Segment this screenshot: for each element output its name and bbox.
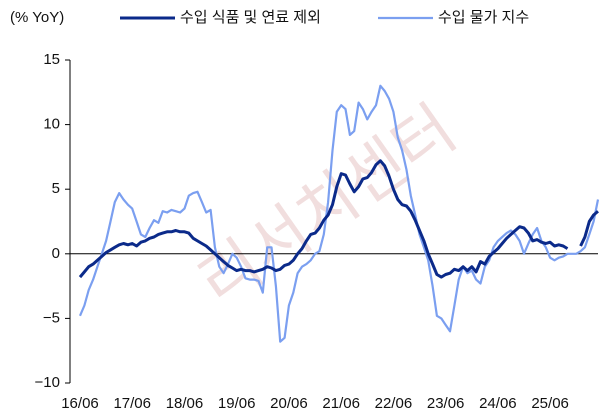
series-line bbox=[78, 84, 600, 343]
y-tick-label: 10 bbox=[43, 116, 60, 133]
x-tick-label: 22/06 bbox=[375, 395, 413, 412]
x-tick-label: 17/06 bbox=[113, 395, 151, 412]
series-line bbox=[78, 159, 599, 279]
y-tick-label: 15 bbox=[43, 51, 60, 68]
x-tick-label: 21/06 bbox=[322, 395, 360, 412]
y-tick-label: −10 bbox=[35, 374, 60, 391]
x-tick-label: 16/06 bbox=[61, 395, 99, 412]
x-tick-label: 24/06 bbox=[479, 395, 517, 412]
x-tick-label: 18/06 bbox=[166, 395, 204, 412]
y-tick-label: 0 bbox=[52, 245, 60, 262]
legend-label: 수입 물가 지수 bbox=[438, 9, 529, 26]
y-tick-label: 5 bbox=[52, 180, 60, 197]
x-tick-label: 19/06 bbox=[218, 395, 256, 412]
y-tick-label: −5 bbox=[43, 309, 60, 326]
legend-label: 수입 식품 및 연료 제외 bbox=[180, 9, 321, 26]
x-tick-label: 25/06 bbox=[531, 395, 569, 412]
x-tick-label: 23/06 bbox=[427, 395, 465, 412]
y-axis-label: (% YoY) bbox=[10, 9, 64, 26]
x-tick-label: 20/06 bbox=[270, 395, 308, 412]
